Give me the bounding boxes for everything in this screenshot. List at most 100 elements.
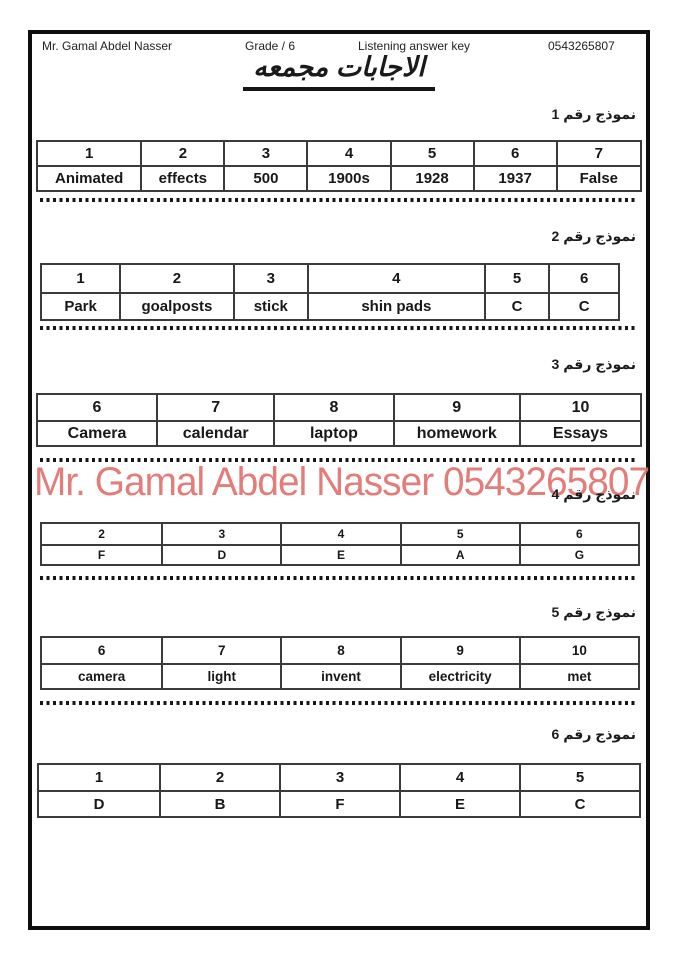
watermark-text: Mr. Gamal Abdel Nasser 0543265807 [34, 460, 650, 504]
section-3-table: 6 7 8 9 10 Camera calendar laptop homewo… [36, 393, 642, 447]
answer-cell: 500 [223, 167, 306, 190]
header-grade: Grade / 6 [245, 39, 296, 53]
answer-cell: laptop [273, 422, 392, 445]
answer-cell: C [483, 294, 549, 319]
section-4-label: نموذج رقم 4 [551, 486, 636, 502]
dotted-separator [40, 576, 638, 580]
table-row-answers: camera light invent electricity met [42, 663, 638, 688]
answer-cell: electricity [399, 665, 519, 688]
q-num-cell: 3 [279, 765, 399, 790]
answer-cell: Park [64, 298, 97, 315]
page-title: الاجابات مجمعه [243, 52, 435, 91]
q-num-cell: 6 [548, 265, 618, 292]
q-num-cell: 3 [232, 265, 307, 292]
answer-cell: F [279, 792, 399, 816]
answer-cell: effects [140, 167, 223, 190]
answer-cell: Animated [54, 170, 124, 187]
table-row-numbers: 1 2 3 4 5 [39, 765, 639, 790]
table-row-numbers: 6 7 8 9 10 [38, 395, 640, 420]
answer-cell: D [93, 795, 105, 813]
q-num-cell: 2 [140, 142, 223, 165]
table-row-answers: Animated effects 500 1900s 1928 1937 Fal… [38, 165, 640, 190]
q-num-cell: 3 [223, 142, 306, 165]
q-num-cell: 10 [518, 395, 640, 420]
answer-cell: shin pads [306, 294, 484, 319]
q-num-cell: 5 [389, 142, 473, 165]
q-num-cell: 1 [84, 145, 94, 162]
q-num-cell: 5 [399, 524, 519, 544]
answer-cell: stick [232, 294, 307, 319]
q-num-cell: 5 [483, 265, 549, 292]
header-phone: 0543265807 [548, 39, 615, 53]
q-num-cell: 5 [519, 765, 639, 790]
section-2-table: 1 2 3 4 5 6 Park goalposts stick shin pa… [40, 263, 620, 321]
answer-cell: light [161, 665, 280, 688]
table-row-numbers: 2 3 4 5 6 [42, 524, 638, 544]
q-num-cell: 3 [161, 524, 280, 544]
section-2-label: نموذج رقم 2 [551, 228, 636, 244]
table-row-answers: Park goalposts stick shin pads C C [42, 292, 618, 319]
answer-cell: F [97, 548, 106, 562]
section-5-table: 6 7 8 9 10 camera light invent electrici… [40, 636, 640, 690]
answer-cell: homework [392, 422, 519, 445]
section-1-label: نموذج رقم 1 [551, 106, 636, 122]
section-3-label: نموذج رقم 3 [551, 356, 636, 372]
q-num-cell: 4 [306, 265, 484, 292]
table-row-numbers: 1 2 3 4 5 6 [42, 265, 618, 292]
answer-cell: C [548, 294, 618, 319]
answer-cell: E [280, 546, 399, 564]
table-row-numbers: 1 2 3 4 5 6 7 [38, 142, 640, 165]
dotted-separator [40, 198, 638, 202]
answer-cell: invent [280, 665, 399, 688]
table-row-answers: D B F E C [39, 790, 639, 816]
q-num-cell: 4 [399, 765, 519, 790]
q-num-cell: 8 [280, 638, 399, 663]
answer-cell: D [161, 546, 280, 564]
answer-cell: 1900s [306, 167, 389, 190]
section-1-table: 1 2 3 4 5 6 7 Animated effects 500 1900s… [36, 140, 642, 192]
page-title-wrap: الاجابات مجمعه [32, 52, 646, 91]
q-num-cell: 6 [97, 643, 106, 658]
header-teacher-name: Mr. Gamal Abdel Nasser [42, 39, 173, 53]
answer-cell: False [555, 167, 640, 190]
answer-cell: E [399, 792, 519, 816]
q-num-cell: 7 [161, 638, 280, 663]
answer-cell: C [519, 792, 639, 816]
q-num-cell: 9 [392, 395, 519, 420]
answer-cell: Essays [518, 422, 640, 445]
dotted-separator [40, 326, 638, 330]
q-num-cell: 4 [280, 524, 399, 544]
section-5-label: نموذج رقم 5 [551, 604, 636, 620]
answer-cell: 1937 [472, 167, 556, 190]
q-num-cell: 2 [98, 527, 105, 541]
answer-cell: A [399, 546, 519, 564]
table-row-numbers: 6 7 8 9 10 [42, 638, 638, 663]
q-num-cell: 6 [92, 398, 102, 416]
answer-cell: G [518, 546, 638, 564]
answer-cell: camera [77, 669, 126, 684]
answer-cell: B [159, 792, 279, 816]
section-4-table: 2 3 4 5 6 F D E A G [40, 522, 640, 566]
dotted-separator [40, 458, 638, 462]
q-num-cell: 1 [76, 270, 85, 287]
answer-cell: calendar [155, 422, 273, 445]
page-border-frame: Mr. Gamal Abdel Nasser Grade / 6 Listeni… [28, 30, 650, 930]
answer-cell: goalposts [119, 294, 232, 319]
q-num-cell: 6 [472, 142, 556, 165]
q-num-cell: 7 [555, 142, 640, 165]
q-num-cell: 6 [518, 524, 638, 544]
q-num-cell: 2 [159, 765, 279, 790]
q-num-cell: 8 [273, 395, 392, 420]
header-doc-type: Listening answer key [358, 39, 471, 53]
section-6-table: 1 2 3 4 5 D B F E C [37, 763, 641, 818]
answer-cell: met [518, 665, 638, 688]
answer-cell: Camera [67, 424, 127, 442]
answer-cell: 1928 [389, 167, 473, 190]
section-6-label: نموذج رقم 6 [551, 726, 636, 742]
q-num-cell: 7 [155, 395, 273, 420]
q-num-cell: 2 [119, 265, 232, 292]
table-row-answers: Camera calendar laptop homework Essays [38, 420, 640, 445]
dotted-separator [40, 701, 638, 705]
q-num-cell: 9 [399, 638, 519, 663]
